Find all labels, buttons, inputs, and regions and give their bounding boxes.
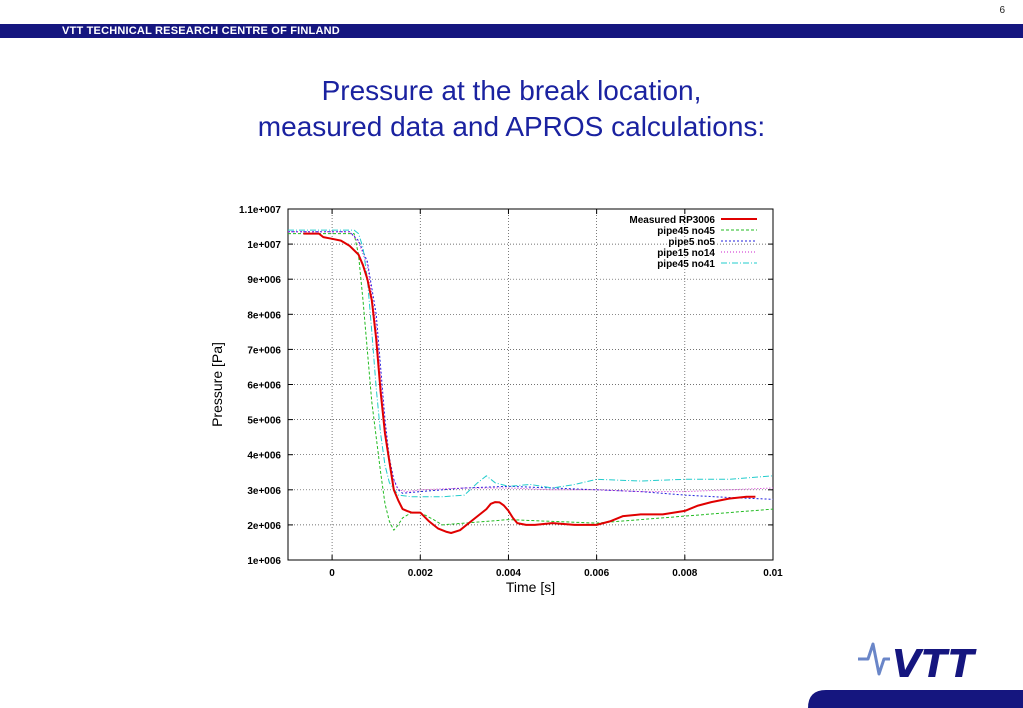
series-line-3: [288, 231, 773, 500]
x-axis-label: Time [s]: [506, 579, 555, 595]
legend-label: pipe45 no41: [657, 259, 715, 270]
header-bar: VTT TECHNICAL RESEARCH CENTRE OF FINLAND: [0, 24, 1023, 38]
slide-title-line-2: measured data and APROS calculations:: [257, 111, 766, 142]
legend-label: pipe45 no45: [657, 226, 715, 237]
y-tick-label: 8e+006: [247, 310, 281, 321]
slide-title: Pressure at the break location, measured…: [0, 73, 1023, 145]
organization-name: VTT TECHNICAL RESEARCH CENTRE OF FINLAND: [62, 25, 340, 37]
y-tick-label: 7e+006: [247, 345, 281, 356]
y-tick-label: 2e+006: [247, 521, 281, 532]
y-axis-label: Pressure [Pa]: [209, 342, 225, 427]
y-tick-label: 4e+006: [247, 451, 281, 462]
y-tick-label: 6e+006: [247, 381, 281, 392]
series-line-4: [288, 231, 773, 493]
series-line-5: [288, 229, 773, 498]
logo-text: VTT: [892, 642, 977, 684]
legend-label: pipe5 no5: [668, 237, 715, 248]
legend-label: Measured RP3006: [629, 215, 715, 226]
y-tick-label: 9e+006: [247, 275, 281, 286]
x-tick-label: 0.006: [584, 568, 609, 579]
vtt-logo: VTT: [858, 642, 977, 684]
y-tick-label: 1.1e+007: [239, 205, 281, 216]
series-line-1: [303, 232, 756, 534]
y-tick-label: 1e+007: [247, 240, 281, 251]
footer-bar: [808, 690, 1023, 708]
y-tick-label: 1e+006: [247, 556, 281, 567]
y-tick-label: 3e+006: [247, 486, 281, 497]
pressure-chart: 1e+006 2e+006 3e+006 4e+006 5e+006 6e+006 7e+0…: [209, 205, 783, 595]
x-tick-label: 0.01: [763, 568, 783, 579]
y-tick-label: 5e+006: [247, 416, 281, 427]
x-tick-label: 0.008: [672, 568, 697, 579]
logo-wave-icon: [858, 642, 890, 676]
series-line-2: [288, 233, 773, 531]
x-tick-label: 0.004: [496, 568, 521, 579]
slide-title-line-1: Pressure at the break location,: [321, 75, 702, 106]
plot-frame: [287, 208, 774, 561]
page-number: 6: [999, 5, 1005, 16]
legend-label: pipe15 no14: [657, 248, 715, 259]
x-tick-label: 0: [329, 568, 335, 579]
x-tick-label: 0.002: [408, 568, 433, 579]
